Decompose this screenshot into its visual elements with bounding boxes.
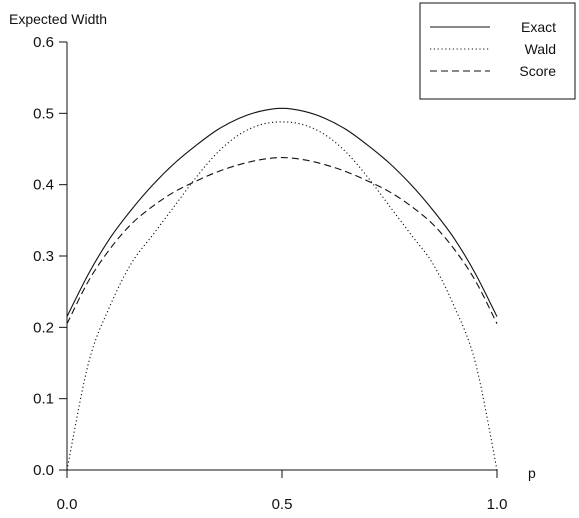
axes: 0.0 0.1 0.2 0.3 0.4 0.5 0.6 0.0 0.5 1.0	[33, 34, 507, 513]
legend: Exact Wald Score	[419, 2, 576, 100]
y-tick-label: 0.1	[33, 391, 54, 408]
x-tick-label: 0.0	[57, 496, 78, 513]
y-axis-title: Expected Width	[9, 11, 107, 27]
y-tick-label: 0.0	[33, 462, 54, 479]
x-tick-label: 1.0	[487, 496, 508, 513]
series-line-wald	[66, 121, 498, 471]
y-tick-label: 0.2	[33, 319, 54, 336]
legend-label-exact: Exact	[521, 19, 556, 35]
series-line-exact	[66, 107, 498, 317]
y-tick-label: 0.6	[33, 34, 54, 51]
series-layer	[66, 107, 498, 471]
y-tick-label: 0.5	[33, 105, 54, 122]
series-line-score	[66, 157, 498, 325]
x-tick-label: 0.5	[272, 496, 293, 513]
y-tick-label: 0.3	[33, 248, 54, 265]
legend-box	[419, 2, 576, 100]
legend-label-score: Score	[519, 63, 556, 79]
x-axis-title: p	[528, 465, 536, 481]
legend-label-wald: Wald	[525, 41, 556, 57]
y-tick-label: 0.4	[33, 177, 54, 194]
